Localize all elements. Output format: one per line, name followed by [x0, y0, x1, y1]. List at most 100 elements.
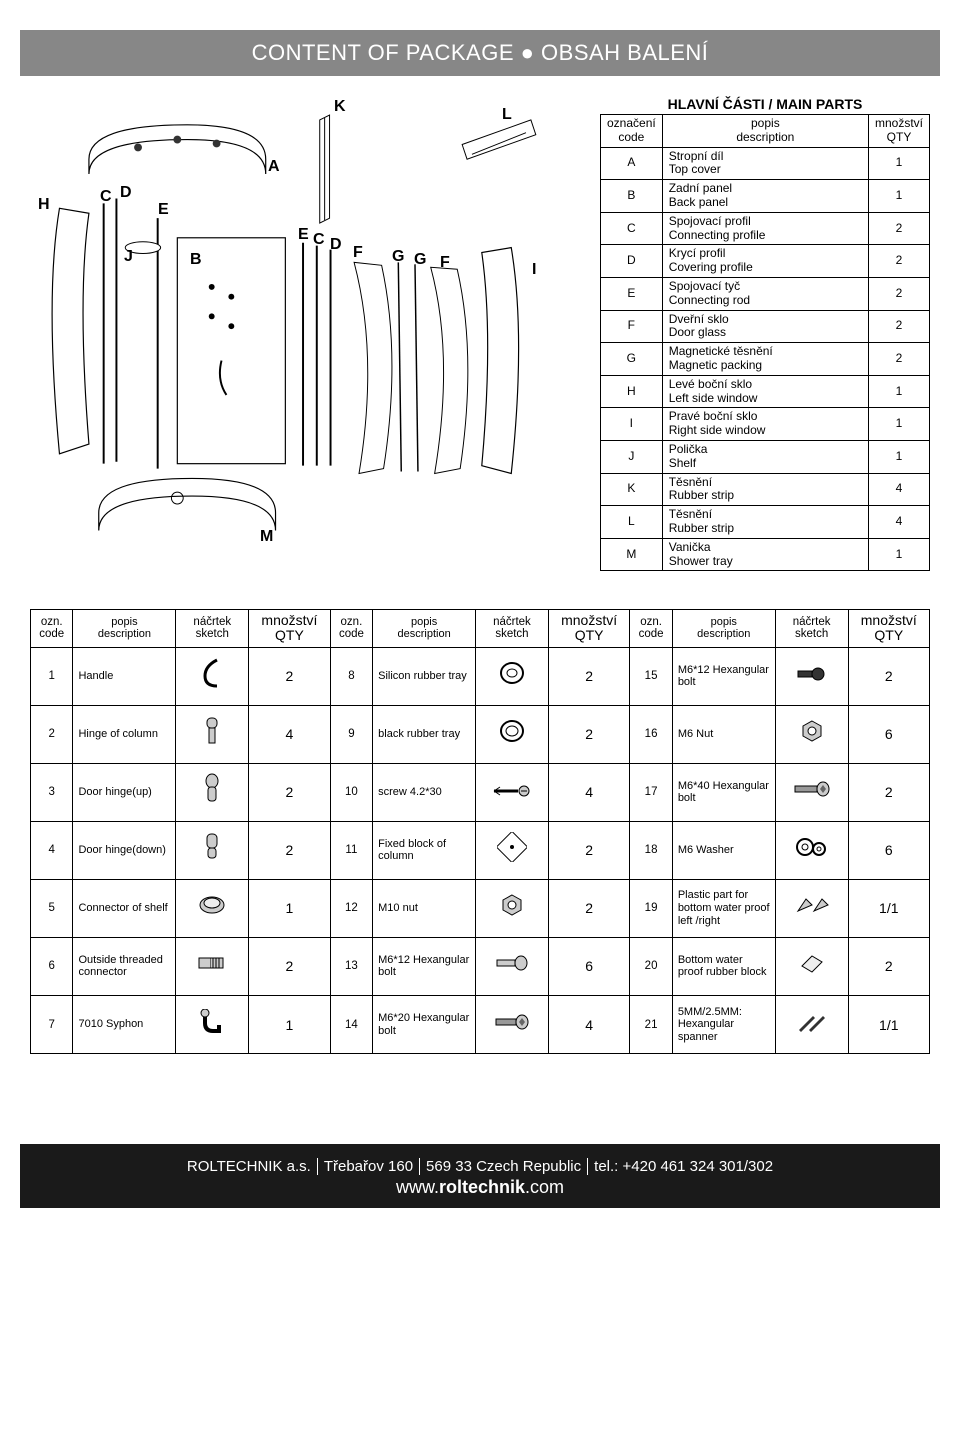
- table-row: 2Hinge of column4: [31, 705, 330, 763]
- cell-desc: Silicon rubber tray: [373, 647, 476, 705]
- cell-sketch: [775, 995, 848, 1053]
- col-sketch: náčrteksketch: [476, 610, 549, 647]
- accessories-table: ozn.codepopisdescriptionnáčrteksketchmno…: [30, 609, 930, 1054]
- diagram-label-H: H: [38, 196, 50, 214]
- table-row: 3Door hinge(up)2: [31, 763, 330, 821]
- cell-qty: 2: [868, 277, 929, 310]
- table-row: 16M6 Nut6: [630, 705, 929, 763]
- cell-code: C: [601, 212, 663, 245]
- diagram-label-L: L: [502, 106, 512, 124]
- main-parts-table: označenícode popisdescription množstvíQT…: [600, 114, 930, 571]
- cell-sketch: [775, 879, 848, 937]
- cell-code: A: [601, 147, 663, 180]
- cell-desc: Bottom water proof rubber block: [672, 937, 775, 995]
- cell-desc: Zadní panelBack panel: [662, 180, 868, 213]
- acc-table: ozn.codepopisdescriptionnáčrteksketchmno…: [630, 610, 929, 1053]
- diagram-label-Cr: C: [313, 231, 325, 249]
- table-row: 18M6 Washer6: [630, 821, 929, 879]
- washer-icon: [795, 841, 829, 863]
- syphon-icon: [199, 1018, 225, 1040]
- diagram-svg: [30, 96, 580, 576]
- nut-icon: [500, 900, 524, 922]
- cell-code: 2: [31, 705, 73, 763]
- cell-qty: 2: [548, 879, 629, 937]
- cell-code: 10: [331, 763, 373, 821]
- cell-code: 8: [331, 647, 373, 705]
- acc-table: ozn.codepopisdescriptionnáčrteksketchmno…: [331, 610, 630, 1053]
- top-section: A B C D E E C D F G G F H I J K L M HLAV…: [0, 76, 960, 589]
- table-row: 1Handle2: [31, 647, 330, 705]
- footer-url: www.roltechnik.com: [20, 1177, 940, 1198]
- bolt3-icon: [796, 665, 828, 687]
- cell-code: E: [601, 277, 663, 310]
- cell-code: 18: [630, 821, 672, 879]
- cell-desc: M6*12 Hexangular bolt: [373, 937, 476, 995]
- cell-sketch: [176, 821, 249, 879]
- cell-desc: Plastic part for bottom water proof left…: [672, 879, 775, 937]
- cell-qty: 2: [249, 821, 330, 879]
- cell-sketch: [476, 995, 549, 1053]
- table-row: BZadní panelBack panel1: [601, 180, 930, 213]
- cell-sketch: [176, 705, 249, 763]
- cell-code: 9: [331, 705, 373, 763]
- cell-desc: Spojovací profilConnecting profile: [662, 212, 868, 245]
- cell-code: B: [601, 180, 663, 213]
- cell-qty: 4: [868, 473, 929, 506]
- accessories-group: ozn.codepopisdescriptionnáčrteksketchmno…: [31, 610, 331, 1053]
- diagram-label-K: K: [334, 98, 346, 116]
- cell-sketch: [176, 937, 249, 995]
- cell-desc: M6*12 Hexangular bolt: [672, 647, 775, 705]
- diagram-label-B: B: [190, 251, 202, 269]
- cell-sketch: [476, 937, 549, 995]
- hinge-col-icon: [202, 729, 222, 751]
- hinge-up-icon: [202, 788, 222, 810]
- cell-desc: M6 Nut: [672, 705, 775, 763]
- cell-code: H: [601, 375, 663, 408]
- cell-code: J: [601, 440, 663, 473]
- bolt1-icon: [495, 955, 529, 977]
- cell-desc: Dveřní skloDoor glass: [662, 310, 868, 343]
- header-bar: CONTENT OF PACKAGE ● OBSAH BALENÍ: [20, 30, 940, 76]
- diagram-label-Dr: D: [330, 236, 342, 254]
- cell-desc: Pravé boční skloRight side window: [662, 408, 868, 441]
- cell-desc: M6 Washer: [672, 821, 775, 879]
- cell-code: 4: [31, 821, 73, 879]
- cell-sketch: [476, 647, 549, 705]
- ring2-icon: [499, 727, 525, 749]
- cell-qty: 2: [868, 245, 929, 278]
- table-row: 11Fixed block of column2: [331, 821, 630, 879]
- table-row: CSpojovací profilConnecting profile2: [601, 212, 930, 245]
- table-row: 8Silicon rubber tray2: [331, 647, 630, 705]
- col-code: ozn.code: [630, 610, 672, 647]
- table-row: 17M6*40 Hexangular bolt2: [630, 763, 929, 821]
- cell-code: 5: [31, 879, 73, 937]
- footer-company: ROLTECHNIK a.s.: [181, 1158, 318, 1175]
- cell-code: 7: [31, 995, 73, 1053]
- col-qty: množstvíQTY: [848, 610, 929, 647]
- footer-contact: ROLTECHNIK a.s.Třebařov 160569 33 Czech …: [20, 1158, 940, 1175]
- table-row: ESpojovací tyčConnecting rod2: [601, 277, 930, 310]
- table-row: HLevé boční skloLeft side window1: [601, 375, 930, 408]
- cell-desc: Stropní dílTop cover: [662, 147, 868, 180]
- cell-sketch: [176, 647, 249, 705]
- footer: ROLTECHNIK a.s.Třebařov 160569 33 Czech …: [20, 1144, 940, 1208]
- col-code: označenícode: [601, 115, 663, 148]
- cell-sketch: [476, 705, 549, 763]
- plastic-icon: [794, 900, 830, 922]
- cell-desc: M6*40 Hexangular bolt: [672, 763, 775, 821]
- cell-desc: Levé boční skloLeft side window: [662, 375, 868, 408]
- cell-code: 20: [630, 937, 672, 995]
- cell-qty: 2: [868, 212, 929, 245]
- main-parts-panel: HLAVNÍ ČÁSTI / MAIN PARTS označenícode p…: [600, 96, 930, 579]
- hinge-down-icon: [202, 845, 222, 867]
- cell-desc: PoličkaShelf: [662, 440, 868, 473]
- ring1-icon: [499, 669, 525, 691]
- col-desc: popisdescription: [373, 610, 476, 647]
- table-row: 5Connector of shelf1: [31, 879, 330, 937]
- col-sketch: náčrteksketch: [775, 610, 848, 647]
- accessories-group: ozn.codepopisdescriptionnáčrteksketchmno…: [630, 610, 929, 1053]
- table-row: 12M10 nut2: [331, 879, 630, 937]
- cell-sketch: [775, 647, 848, 705]
- table-row: 9black rubber tray2: [331, 705, 630, 763]
- cell-qty: 1: [868, 408, 929, 441]
